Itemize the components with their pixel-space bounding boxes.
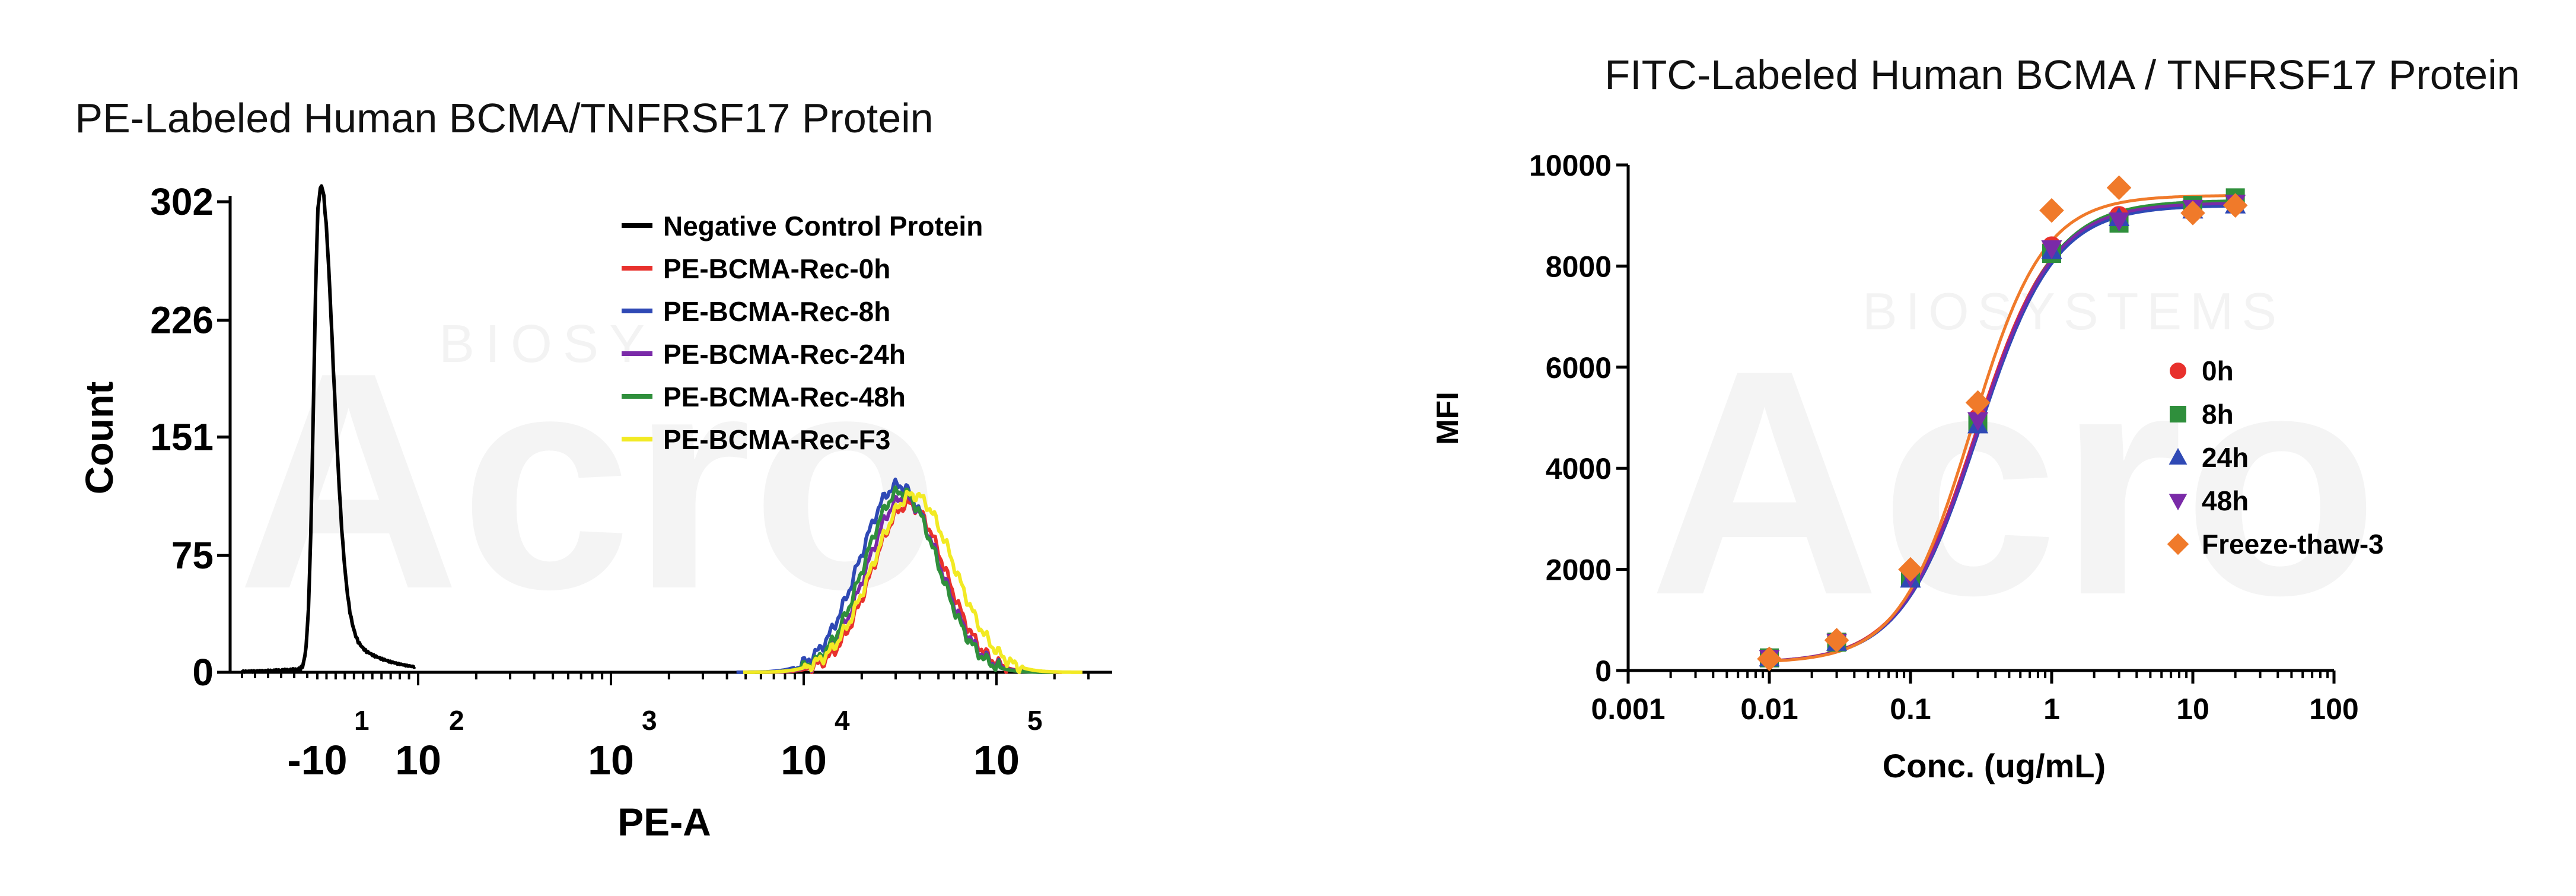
watermark-subtext: BIOSY — [439, 314, 655, 374]
legend-item-24h: 24h — [2169, 442, 2249, 473]
legend-item-0h: 0h — [2170, 355, 2234, 386]
x-tick-label: 0.1 — [1890, 692, 1931, 726]
x-tick-base: 10 — [781, 737, 827, 783]
watermark-text: Acro — [237, 309, 940, 653]
x-tick-label: 0.001 — [1591, 692, 1665, 726]
x-tick-label: 10 4 — [781, 705, 850, 783]
y-tick-label: 2000 — [1546, 554, 1612, 587]
dose-response-chart: Acro BIOSYSTEMS FITC-Labeled Human BCMA … — [1431, 52, 2520, 784]
x-tick-label: -101 — [287, 705, 369, 783]
x-tick-base: 10 — [395, 737, 441, 783]
y-tick-label: 226 — [150, 299, 214, 342]
x-tick-exponent: 3 — [642, 705, 657, 736]
fit-curve-freeze-thaw-3 — [1769, 194, 2236, 663]
watermark-text-2: Acro — [1649, 304, 2378, 662]
data-point-freeze-thaw-3 — [2222, 193, 2248, 218]
data-point-freeze-thaw-3 — [1965, 390, 1991, 415]
data-point-freeze-thaw-3 — [1824, 628, 1849, 653]
data-point-48h — [1967, 412, 1989, 431]
data-point-freeze-thaw-3 — [1757, 646, 1782, 672]
legend-item-freeze-thaw-3: Freeze-thaw-3 — [2167, 529, 2384, 560]
histogram-negative-control-protein — [241, 184, 416, 674]
legend-item-48h: 48h — [2169, 485, 2249, 516]
x-tick-exponent: 5 — [1027, 705, 1043, 736]
legend-label: PE-BCMA-Rec-8h — [663, 296, 890, 327]
x-tick-label: 10 2 — [395, 705, 464, 783]
legend-label: PE-BCMA-Rec-24h — [663, 339, 906, 370]
y-tick-label: 302 — [150, 180, 214, 223]
data-point-freeze-thaw-3 — [1898, 557, 1923, 582]
watermark-subtext-2: BIOSYSTEMS — [1862, 282, 2285, 341]
legend-label: 24h — [2202, 442, 2249, 473]
data-point-freeze-thaw-3 — [2180, 201, 2205, 225]
legend-item-pe-bcma-rec-f3: PE-BCMA-Rec-F3 — [622, 424, 890, 455]
x-tick-label: 105 — [973, 705, 1043, 783]
legend-item-pe-bcma-rec-0h: PE-BCMA-Rec-0h — [622, 253, 890, 284]
chart-1-y-axis-label: Count — [77, 382, 121, 495]
data-point-48h — [2041, 240, 2062, 259]
legend-label: PE-BCMA-Rec-0h — [663, 253, 890, 284]
y-tick-label: 0 — [192, 651, 214, 694]
x-tick-exponent: 1 — [354, 705, 370, 736]
chart-1-title: PE-Labeled Human BCMA/TNFRSF17 Protein — [75, 95, 933, 141]
legend-label: PE-BCMA-Rec-48h — [663, 382, 906, 412]
legend-label: 0h — [2202, 355, 2234, 386]
legend-label: 48h — [2202, 485, 2249, 516]
y-tick-label: 151 — [150, 416, 214, 459]
chart-1-x-axis-label: PE-A — [617, 800, 711, 844]
data-point-48h — [2108, 212, 2130, 232]
chart-2-x-axis-label: Conc. (ug/mL) — [1883, 747, 2106, 784]
legend-label: 8h — [2202, 399, 2234, 430]
x-tick-base: -10 — [287, 737, 347, 783]
legend-label: Freeze-thaw-3 — [2202, 529, 2384, 560]
x-tick-base: 10 — [973, 737, 1020, 783]
legend-item-pe-bcma-rec-48h: PE-BCMA-Rec-48h — [622, 382, 906, 412]
legend-item-pe-bcma-rec-8h: PE-BCMA-Rec-8h — [622, 296, 890, 327]
data-point-freeze-thaw-3 — [2106, 175, 2132, 201]
y-tick-label: 8000 — [1546, 250, 1612, 283]
x-tick-exponent: 4 — [835, 705, 850, 736]
legend-label: PE-BCMA-Rec-F3 — [663, 424, 890, 455]
legend-item-8h: 8h — [2170, 399, 2234, 430]
x-tick-label: 1 — [2043, 692, 2060, 726]
legend-label: Negative Control Protein — [663, 211, 983, 242]
x-tick-exponent: 2 — [449, 705, 464, 736]
data-point-freeze-thaw-3 — [2039, 198, 2064, 223]
flow-cytometry-histogram-chart: Acro BIOSY PE-Labeled Human BCMA/TNFRSF1… — [75, 95, 1112, 844]
x-tick-label: 100 — [2309, 692, 2358, 726]
y-tick-label: 4000 — [1546, 452, 1612, 485]
y-tick-label: 10000 — [1529, 149, 1612, 182]
legend-marker — [2170, 406, 2186, 422]
x-tick-label: 0.01 — [1740, 692, 1798, 726]
y-tick-label: 75 — [171, 534, 214, 577]
legend-marker — [2170, 363, 2186, 379]
histogram-pe-bcma-rec-f3 — [743, 490, 1083, 674]
legend-marker — [2167, 533, 2189, 555]
y-tick-label: 0 — [1595, 654, 1612, 688]
x-tick-label: 10 3 — [588, 705, 657, 783]
legend-item-pe-bcma-rec-24h: PE-BCMA-Rec-24h — [622, 339, 906, 370]
x-tick-label: 10 — [2176, 692, 2209, 726]
legend-marker — [2169, 447, 2187, 465]
x-tick-base: 10 — [588, 737, 634, 783]
legend-marker — [2169, 494, 2187, 511]
chart-2-title: FITC-Labeled Human BCMA / TNFRSF17 Prote… — [1604, 52, 2520, 98]
y-tick-label: 6000 — [1546, 351, 1612, 385]
legend-item-negative-control-protein: Negative Control Protein — [622, 211, 983, 242]
chart-2-y-axis-label: MFI — [1431, 392, 1465, 445]
